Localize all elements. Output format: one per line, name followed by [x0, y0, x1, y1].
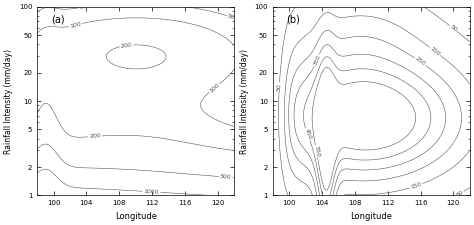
Text: 100: 100 [69, 21, 82, 29]
Text: 200: 200 [89, 133, 101, 139]
Text: 150: 150 [410, 182, 422, 190]
Text: (a): (a) [51, 14, 64, 24]
Y-axis label: Rainfall Intensity (mm/day): Rainfall Intensity (mm/day) [240, 49, 249, 153]
Text: 500: 500 [220, 174, 232, 180]
Text: 250: 250 [414, 56, 426, 67]
Text: 100: 100 [209, 82, 220, 94]
Text: 350: 350 [312, 54, 321, 66]
Text: 1000: 1000 [144, 189, 159, 195]
Text: 50: 50 [277, 83, 282, 91]
X-axis label: Longitude: Longitude [115, 212, 156, 221]
Text: 150: 150 [429, 46, 441, 57]
X-axis label: Longitude: Longitude [350, 212, 392, 221]
Text: 450: 450 [303, 128, 312, 141]
Text: 550: 550 [313, 145, 320, 158]
Y-axis label: Rainfall Intensity (mm/day): Rainfall Intensity (mm/day) [4, 49, 13, 153]
Text: 50: 50 [79, 4, 88, 10]
Text: 50: 50 [227, 14, 236, 21]
Text: 50: 50 [456, 189, 465, 198]
Text: (b): (b) [286, 14, 301, 24]
Text: 200: 200 [120, 42, 133, 49]
Text: 50: 50 [449, 24, 458, 33]
